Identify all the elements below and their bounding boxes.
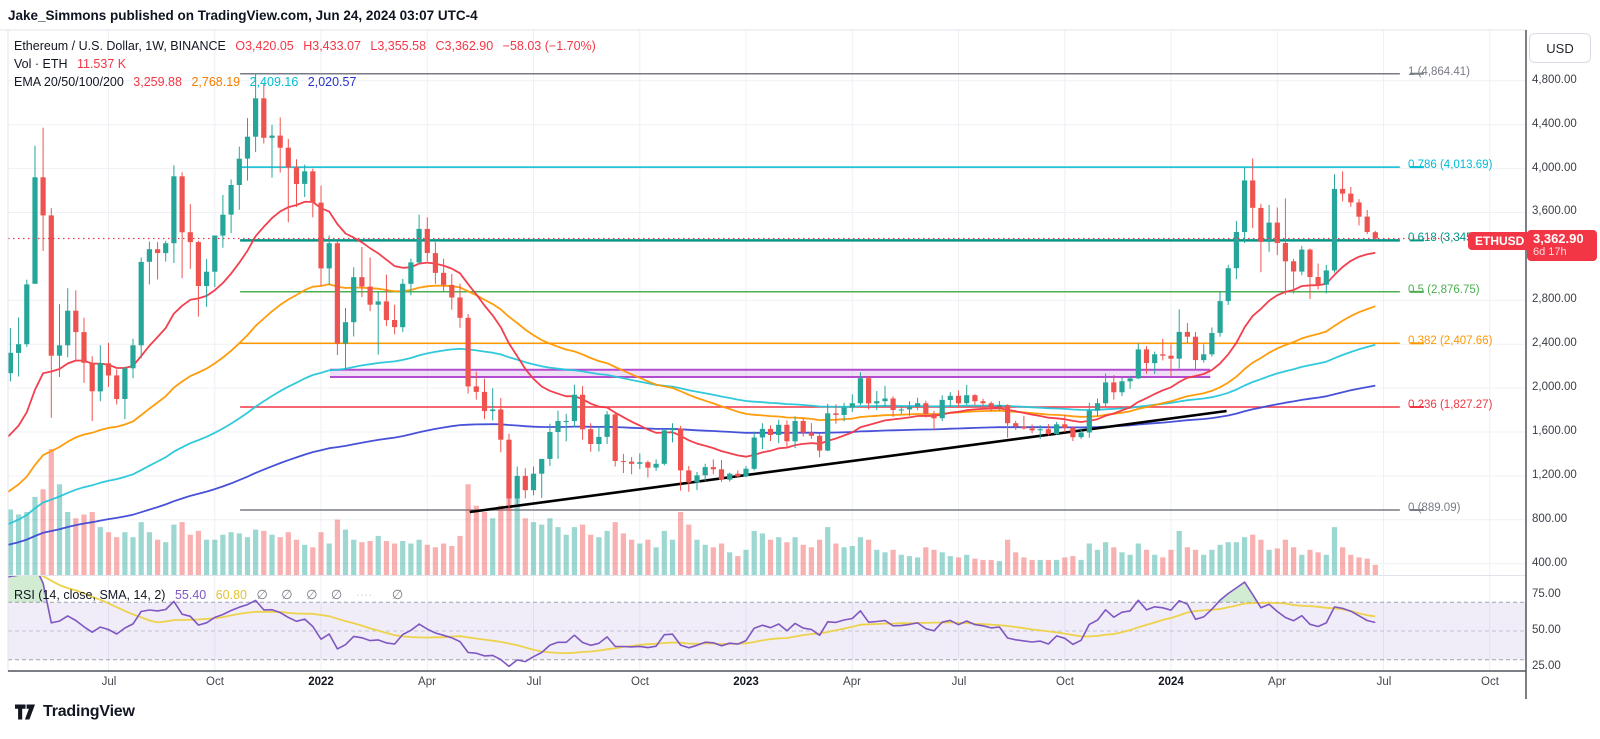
- rsi-value: 55.40: [174, 588, 207, 602]
- rsi-empty-icon: ∅: [306, 587, 318, 602]
- price-tick: 800.00: [1532, 513, 1568, 525]
- time-tick: Jul: [101, 676, 117, 688]
- price-tick: 4,000.00: [1532, 162, 1577, 174]
- fib-level-label: 0.382 (2,407.66): [1408, 335, 1493, 347]
- time-tick: Jul: [1376, 676, 1392, 688]
- price-pane: [8, 72, 1526, 575]
- rsi-tick: 50.00: [1532, 624, 1561, 636]
- time-tick: Apr: [418, 676, 436, 688]
- fib-level-label: 0.786 (4,013.69): [1408, 159, 1493, 171]
- symbol-price-tag: ETHUSD: [1468, 232, 1532, 250]
- time-tick: Jul: [951, 676, 967, 688]
- ema-legend-row[interactable]: EMA 20/50/100/200 3,259.88 2,768.19 2,40…: [14, 75, 362, 89]
- price-tick: 1,200.00: [1532, 469, 1577, 481]
- price-tick: 2,400.00: [1532, 337, 1577, 349]
- ohlc-high: H3,433.07: [303, 39, 361, 53]
- fib-level-label: 1 (4,864.41): [1408, 66, 1471, 78]
- time-tick: 2022: [308, 676, 334, 688]
- price-tick: 2,000.00: [1532, 381, 1577, 393]
- currency-toggle-button[interactable]: USD: [1529, 33, 1591, 63]
- rsi-empty-icon: ∅: [391, 587, 404, 602]
- time-tick: Oct: [1056, 676, 1074, 688]
- price-tick: 4,400.00: [1532, 118, 1577, 130]
- volume-value: 11.537 K: [76, 57, 127, 71]
- bar-countdown: 6d 17h: [1533, 246, 1567, 258]
- rsi-empty-icon: ∅: [256, 587, 268, 602]
- rsi-tick: 25.00: [1532, 660, 1561, 672]
- time-tick: 2023: [733, 676, 759, 688]
- time-tick: Jul: [526, 676, 542, 688]
- ohlc-open: O3,420.05: [235, 39, 294, 53]
- ohlc-change: −58.03 (−1.70%): [502, 39, 596, 53]
- rsi-tick: 75.00: [1532, 588, 1561, 600]
- last-price-badge: 3,362.90 6d 17h: [1527, 230, 1597, 261]
- fib-level-label: 0.5 (2,876.75): [1408, 284, 1480, 296]
- ema50-value: 2,768.19: [191, 75, 241, 89]
- price-tick: 3,600.00: [1532, 205, 1577, 217]
- price-tick: 400.00: [1532, 557, 1568, 569]
- ohlc-close: C3,362.90: [435, 39, 494, 53]
- symbol-title[interactable]: Ethereum / U.S. Dollar, 1W, BINANCE: [14, 39, 226, 53]
- brand-footer[interactable]: TradingView: [14, 702, 135, 722]
- rsi-empty-icon: ∅: [281, 587, 293, 602]
- time-tick: Oct: [1481, 676, 1499, 688]
- ema200-value: 2,020.57: [307, 75, 357, 89]
- time-tick: Oct: [206, 676, 224, 688]
- ema-label: EMA 20/50/100/200: [14, 75, 124, 89]
- rsi-dots: ····: [355, 588, 373, 602]
- symbol-legend-row[interactable]: Ethereum / U.S. Dollar, 1W, BINANCE O3,4…: [14, 39, 602, 53]
- ohlc-low: L3,355.58: [370, 39, 427, 53]
- publish-header: Jake_Simmons published on TradingView.co…: [8, 8, 478, 23]
- fib-level-label: 0 (889.09): [1408, 502, 1461, 514]
- time-tick: 2024: [1158, 676, 1184, 688]
- rsi-empty-icon: ∅: [330, 587, 343, 602]
- volume-legend-row[interactable]: Vol · ETH 11.537 K: [14, 57, 132, 71]
- ema100-value: 2,409.16: [249, 75, 299, 89]
- time-tick: Apr: [1268, 676, 1286, 688]
- brand-name: TradingView: [43, 703, 135, 720]
- rsi-legend-row[interactable]: RSI (14, close, SMA, 14, 2) 55.40 60.80 …: [14, 587, 413, 603]
- time-tick: Oct: [631, 676, 649, 688]
- time-tick: Apr: [843, 676, 861, 688]
- tradingview-logo-icon: [15, 704, 35, 720]
- rsi-ma-value: 60.80: [215, 588, 247, 602]
- price-tick: 4,800.00: [1532, 74, 1577, 86]
- last-price: 3,362.90: [1533, 231, 1584, 246]
- fib-level-label: 0.236 (1,827.27): [1408, 399, 1493, 411]
- price-tick: 1,600.00: [1532, 425, 1577, 437]
- price-tick: 2,800.00: [1532, 293, 1577, 305]
- ema20-value: 3,259.88: [133, 75, 182, 89]
- volume-label: Vol · ETH: [14, 57, 68, 71]
- rsi-label: RSI (14, close, SMA, 14, 2): [14, 588, 166, 602]
